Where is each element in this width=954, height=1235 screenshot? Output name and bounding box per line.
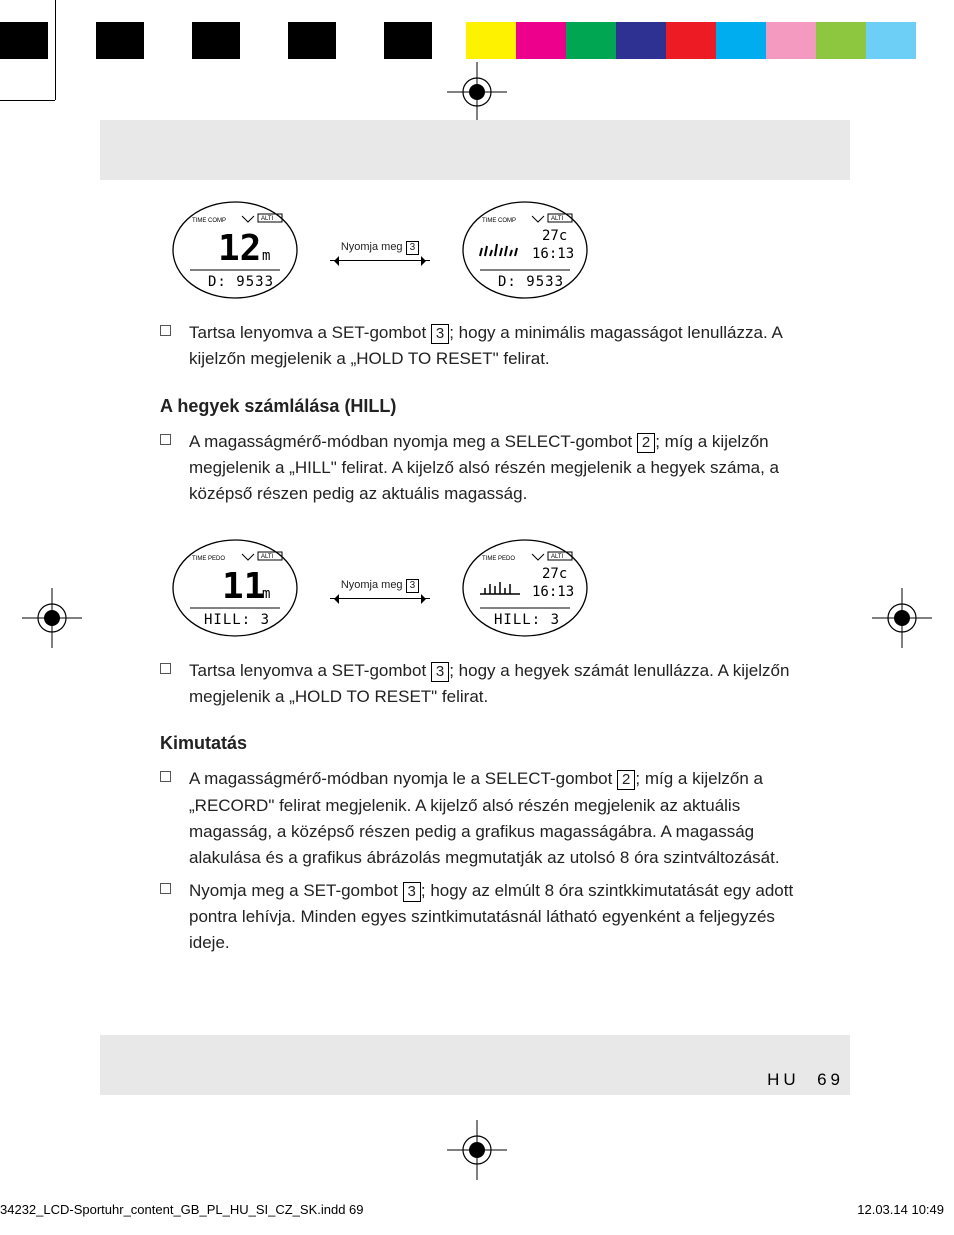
paragraph-text: Tartsa lenyomva a SET-gombot	[189, 323, 431, 342]
press-button-number: 3	[406, 579, 420, 593]
watch-display-1: TIME COMP ALTI 12 m D: 9533	[170, 200, 300, 300]
svg-text:ALTI: ALTI	[261, 216, 274, 222]
svg-text:HILL: 3: HILL: 3	[204, 612, 270, 628]
section-heading-hill: A hegyek számlálása (HILL)	[160, 393, 810, 421]
svg-text:TIME PEDO: TIME PEDO	[482, 556, 515, 562]
section-heading-report: Kimutatás	[160, 730, 810, 758]
svg-text:m: m	[262, 248, 270, 264]
svg-text:12: 12	[218, 228, 261, 269]
svg-text:TIME COMP: TIME COMP	[192, 218, 226, 224]
bullet-icon	[160, 883, 171, 894]
watch-display-3: TIME PEDO ALTI 11 m HILL: 3	[170, 538, 300, 638]
svg-text:D: 9533: D: 9533	[208, 274, 274, 290]
button-reference: 3	[431, 662, 449, 682]
header-band	[100, 120, 850, 180]
paragraph-text: Nyomja meg a SET-gombot	[189, 881, 403, 900]
page-number: HU 69	[767, 1070, 844, 1090]
paragraph-text: Tartsa lenyomva a SET-gombot	[189, 661, 431, 680]
svg-text:TIME PEDO: TIME PEDO	[192, 556, 225, 562]
registration-mark-left	[22, 588, 82, 653]
press-button-number: 3	[406, 241, 420, 255]
svg-text:HILL: 3: HILL: 3	[494, 612, 560, 628]
page-content: TIME COMP ALTI 12 m D: 9533 Nyomja meg 3…	[160, 190, 810, 963]
list-item: A magasságmérő-módban nyomja le a SELECT…	[160, 766, 810, 871]
svg-text:m: m	[262, 586, 270, 602]
bullet-icon	[160, 325, 171, 336]
bullet-icon	[160, 663, 171, 674]
watch-diagram-row-1: TIME COMP ALTI 12 m D: 9533 Nyomja meg 3…	[170, 200, 810, 300]
double-arrow-icon	[330, 260, 430, 261]
registration-color-bar	[0, 22, 954, 59]
press-arrow: Nyomja meg 3	[330, 577, 430, 599]
svg-text:ALTI: ALTI	[261, 554, 274, 560]
list-item: Tartsa lenyomva a SET-gombot 3; hogy a h…	[160, 658, 810, 711]
svg-text:D: 9533: D: 9533	[498, 274, 564, 290]
paragraph-text: A magasságmérő-módban nyomja le a SELECT…	[189, 769, 617, 788]
crop-mark	[55, 0, 56, 100]
registration-mark-top	[447, 62, 507, 127]
footer-filename: 34232_LCD-Sportuhr_content_GB_PL_HU_SI_C…	[0, 1202, 364, 1217]
registration-mark-bottom	[447, 1120, 507, 1185]
svg-text:27c: 27c	[542, 566, 567, 582]
svg-text:11: 11	[222, 566, 265, 607]
paragraph-text: A magasságmérő-módban nyomja meg a SELEC…	[189, 432, 637, 451]
svg-text:TIME COMP: TIME COMP	[482, 218, 516, 224]
footer-timestamp: 12.03.14 10:49	[857, 1202, 944, 1217]
press-arrow: Nyomja meg 3	[330, 239, 430, 261]
list-item: A magasságmérő-módban nyomja meg a SELEC…	[160, 429, 810, 508]
double-arrow-icon	[330, 598, 430, 599]
bullet-icon	[160, 434, 171, 445]
svg-text:16:13: 16:13	[532, 246, 574, 262]
press-label: Nyomja meg	[341, 579, 403, 591]
bullet-icon	[160, 771, 171, 782]
press-label: Nyomja meg	[341, 241, 403, 253]
watch-display-4: TIME PEDO ALTI 27c 16:13 HILL: 3	[460, 538, 590, 638]
footer-band	[100, 1035, 850, 1095]
crop-mark	[0, 100, 55, 101]
registration-mark-right	[872, 588, 932, 653]
button-reference: 3	[403, 882, 421, 902]
list-item: Tartsa lenyomva a SET-gombot 3; hogy a m…	[160, 320, 810, 373]
list-item: Nyomja meg a SET-gombot 3; hogy az elmúl…	[160, 878, 810, 957]
watch-display-2: TIME COMP ALTI 27c 16:13 D: 9533	[460, 200, 590, 300]
svg-text:ALTI: ALTI	[551, 216, 564, 222]
button-reference: 2	[617, 770, 635, 790]
button-reference: 2	[637, 433, 655, 453]
svg-text:16:13: 16:13	[532, 584, 574, 600]
watch-diagram-row-2: TIME PEDO ALTI 11 m HILL: 3 Nyomja meg 3…	[170, 538, 810, 638]
svg-text:27c: 27c	[542, 228, 567, 244]
svg-text:ALTI: ALTI	[551, 554, 564, 560]
button-reference: 3	[431, 324, 449, 344]
